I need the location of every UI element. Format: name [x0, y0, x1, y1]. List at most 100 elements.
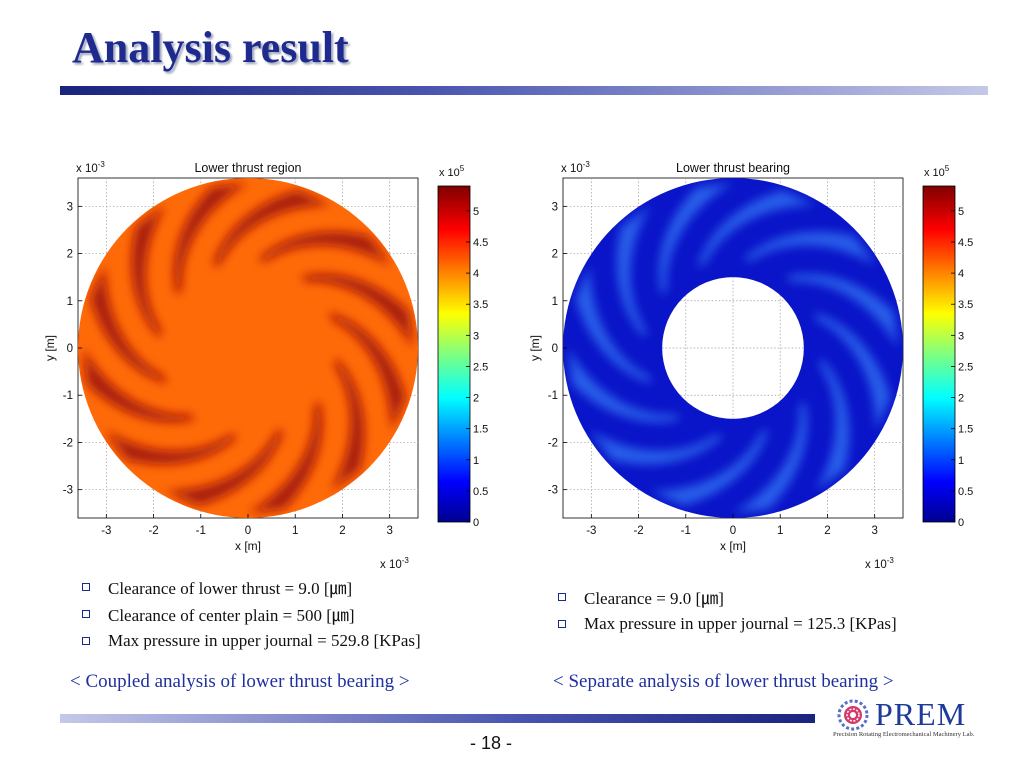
list-item: Clearance of lower thrust = 9.0 [㎛]	[80, 573, 421, 600]
y-tick-label: 3	[67, 201, 73, 213]
logo-text: PREM	[875, 696, 967, 732]
groove	[257, 231, 391, 266]
footer-divider	[60, 714, 815, 723]
colorbar-tick-label: 0.5	[958, 486, 973, 498]
y-tick-label: -3	[548, 485, 558, 497]
colorbar-tick-label: 4.5	[473, 237, 488, 249]
colorbar-tick-label: 2	[473, 393, 479, 405]
x-tick-label: 3	[871, 525, 877, 537]
x-tick-label: 2	[339, 525, 345, 537]
y-tick-label: 0	[67, 343, 73, 355]
y-tick-label: 3	[552, 201, 558, 213]
colorbar-tick-label: 2	[958, 393, 964, 405]
groove	[568, 348, 681, 422]
colorbar-tick-label: 5	[958, 206, 964, 218]
y-tick-label: 1	[552, 296, 558, 308]
x-tick-label: 1	[777, 525, 783, 537]
heatmap-lower-thrust-region: -3 -2 -1 0 1 2 3 3 2 1 0 -1 -2 -3 Lower thrust region x…	[43, 160, 488, 571]
x-tick-label: 1	[292, 525, 298, 537]
x-tick-label: -1	[196, 525, 206, 537]
colorbar	[922, 185, 956, 523]
gear-logo-icon	[837, 699, 869, 731]
title-divider	[60, 86, 988, 95]
groove	[131, 205, 166, 339]
groove-pattern	[83, 183, 413, 513]
y-tick-label: -2	[548, 437, 558, 449]
groove	[212, 190, 331, 268]
colorbar-tick-label: 5	[473, 206, 479, 218]
x-axis-label: x [m]	[235, 539, 261, 553]
bore-grid-lines	[662, 277, 804, 419]
x-tick-label: -1	[681, 525, 691, 537]
y-multiplier: x 10-3	[561, 160, 590, 175]
colorbar-tick-label: 0.5	[473, 486, 488, 498]
groove	[815, 357, 850, 491]
colorbar-tick-label: 2.5	[473, 361, 488, 373]
heatmap-lower-thrust-bearing: -3 -2 -1 0 1 2 3 3 2 1 0 -1 -2 -3 Lower thrust bearing…	[528, 160, 973, 571]
groove	[328, 312, 406, 431]
groove	[90, 265, 168, 384]
colorbar-tick-label: 4	[958, 268, 964, 280]
x-tick-label: -3	[586, 525, 596, 537]
x-tick-label: 3	[386, 525, 392, 537]
colorbar-tick-label: 4.5	[958, 237, 973, 249]
colorbar-tick-label: 0	[958, 517, 964, 529]
chart-title: Lower thrust bearing	[676, 161, 790, 175]
colorbar-tick-label: 3.5	[958, 299, 973, 311]
square-bullet-icon	[82, 582, 90, 591]
bullet-text: Clearance = 9.0 [㎛]	[584, 589, 724, 608]
colorbar-tick-label: 4	[473, 268, 479, 280]
colorbar-tick-label: 3.5	[473, 299, 488, 311]
colorbar-multiplier: x 105	[439, 164, 465, 179]
list-item: Max pressure in upper journal = 125.3 [K…	[556, 610, 897, 637]
colorbar-tick-label: 2.5	[958, 361, 973, 373]
list-item: Clearance of center plain = 500 [㎛]	[80, 600, 421, 627]
x-tick-label: 0	[730, 525, 736, 537]
y-tick-label: -2	[63, 437, 73, 449]
bearing-disk	[78, 178, 418, 518]
groove	[330, 357, 365, 491]
groove	[575, 265, 653, 384]
groove-pattern	[568, 183, 898, 513]
colorbar-multiplier: x 105	[924, 164, 950, 179]
x-tick-label: 2	[824, 525, 830, 537]
left-caption: < Coupled analysis of lower thrust beari…	[70, 671, 410, 692]
colorbar-tick-label: 1.5	[958, 424, 973, 436]
y-tick-label: 2	[552, 249, 558, 261]
logo-subtitle: Precision Rotating Electromechanical Mac…	[833, 731, 975, 738]
y-multiplier: x 10-3	[76, 160, 105, 175]
bullet-text: Max pressure in upper journal = 125.3 [K…	[584, 613, 897, 633]
x-multiplier: x 10-3	[865, 556, 894, 571]
colorbar-tick-label: 3	[958, 330, 964, 342]
groove	[248, 400, 322, 513]
colorbar-tick-label: 1.5	[473, 424, 488, 436]
slide-title: Analysis result	[72, 23, 349, 72]
groove	[659, 183, 733, 296]
groove	[785, 274, 898, 348]
colorbar-tick-label: 3	[473, 330, 479, 342]
y-axis-label: y [m]	[528, 335, 542, 361]
chart-title: Lower thrust region	[194, 161, 301, 175]
groove	[83, 348, 196, 422]
bullet-text: Max pressure in upper journal = 529.8 [K…	[108, 630, 421, 650]
y-tick-label: 0	[552, 343, 558, 355]
x-tick-label: -2	[148, 525, 158, 537]
colorbar-tick-label: 1	[473, 455, 479, 467]
x-tick-label: 0	[245, 525, 251, 537]
colorbar-tick-label: 1	[958, 455, 964, 467]
x-tick-label: -3	[101, 525, 111, 537]
bullet-text: Clearance of center plain = 500 [㎛]	[108, 606, 355, 625]
groove	[590, 430, 724, 465]
groove	[813, 312, 891, 431]
list-item: Max pressure in upper journal = 529.8 [K…	[80, 627, 421, 654]
groove	[105, 430, 239, 465]
square-bullet-icon	[82, 636, 90, 645]
x-multiplier: x 10-3	[380, 556, 409, 571]
page-number: - 18 -	[470, 733, 513, 753]
groove	[650, 428, 769, 506]
groove	[165, 428, 284, 506]
y-tick-label: 1	[67, 296, 73, 308]
colorbar-tick-label: 0	[473, 517, 479, 529]
list-item: Clearance = 9.0 [㎛]	[556, 583, 897, 610]
right-bullet-list: Clearance = 9.0 [㎛] Max pressure in uppe…	[556, 583, 897, 637]
